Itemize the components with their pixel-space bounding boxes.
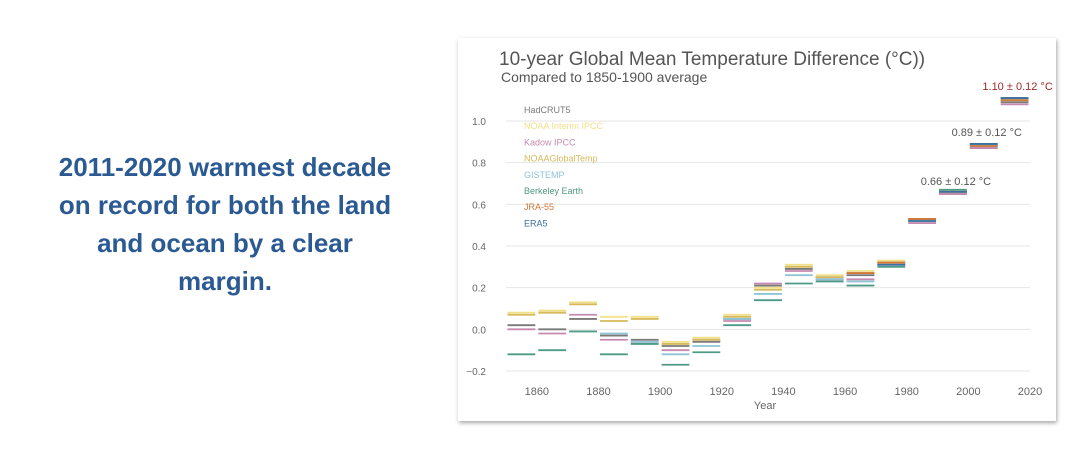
- legend-entry: GISTEMP: [524, 170, 565, 180]
- headline-line-2: on record for both the land: [58, 190, 392, 220]
- annotations: 0.66 ± 0.12 °C 0.89 ± 0.12 °C 1.10 ± 0.12 …: [921, 81, 1053, 188]
- legend-entry: HadCRUT5: [524, 105, 571, 115]
- y-tick-label: 0.6: [472, 200, 486, 211]
- y-tick-label: 0.4: [472, 242, 486, 253]
- annotation-label: 0.66 ± 0.12 °C: [921, 176, 991, 188]
- legend-entry: ERA5: [524, 218, 548, 228]
- y-tick-label: −0.2: [466, 367, 486, 378]
- annotation-label: 1.10 ± 0.12 °C: [982, 81, 1052, 93]
- x-tick-label: 2020: [1018, 386, 1042, 398]
- y-tick-label: 0.2: [472, 284, 486, 295]
- x-tick-label: 1860: [525, 386, 549, 398]
- legend-entry: Berkeley Earth: [524, 186, 583, 196]
- chart-panel: 10-year Global Mean Temperature Differen…: [458, 38, 1056, 421]
- x-axis: 1860 1880 1900 1920 1940 1960 1980 2000 2020: [525, 386, 1043, 398]
- series-layer: [507, 97, 1029, 366]
- legend-entry: JRA-55: [524, 202, 554, 212]
- y-tick-label: 0.0: [472, 325, 486, 336]
- x-tick-label: 2000: [956, 386, 980, 398]
- annotation-label: 0.89 ± 0.12 °C: [952, 127, 1022, 139]
- legend: HadCRUT5 NOAA Interim IPCC Kadow IPCC NOAAG…: [524, 105, 604, 228]
- y-tick-label: 0.8: [472, 159, 486, 170]
- headline: 2011-2020 warmest decade on record for b…: [10, 148, 440, 300]
- y-axis: 1.0 0.8 0.6 0.4 0.2 0.0 −0.2: [466, 117, 486, 378]
- x-tick-label: 1940: [771, 386, 795, 398]
- headline-line-1: 2011-2020 warmest decade: [58, 152, 392, 182]
- legend-entry: NOAAGlobalTemp: [524, 154, 598, 164]
- x-tick-label: 1920: [710, 386, 734, 398]
- headline-line-4: margin.: [178, 266, 272, 296]
- legend-entry: Kadow IPCC: [524, 137, 576, 147]
- chart-subtitle: Compared to 1850-1900 average: [501, 69, 707, 85]
- x-tick-label: 1900: [648, 386, 672, 398]
- legend-entry: NOAA Interim IPCC: [524, 121, 604, 131]
- temperature-chart: 10-year Global Mean Temperature Differen…: [466, 49, 1053, 412]
- y-tick-label: 1.0: [472, 117, 486, 128]
- x-tick-label: 1980: [894, 386, 918, 398]
- x-tick-label: 1960: [833, 386, 857, 398]
- headline-line-3: and ocean by a clear: [97, 228, 353, 258]
- x-axis-label: Year: [754, 400, 777, 412]
- x-tick-label: 1880: [586, 386, 610, 398]
- chart-title: 10-year Global Mean Temperature Differen…: [499, 49, 925, 70]
